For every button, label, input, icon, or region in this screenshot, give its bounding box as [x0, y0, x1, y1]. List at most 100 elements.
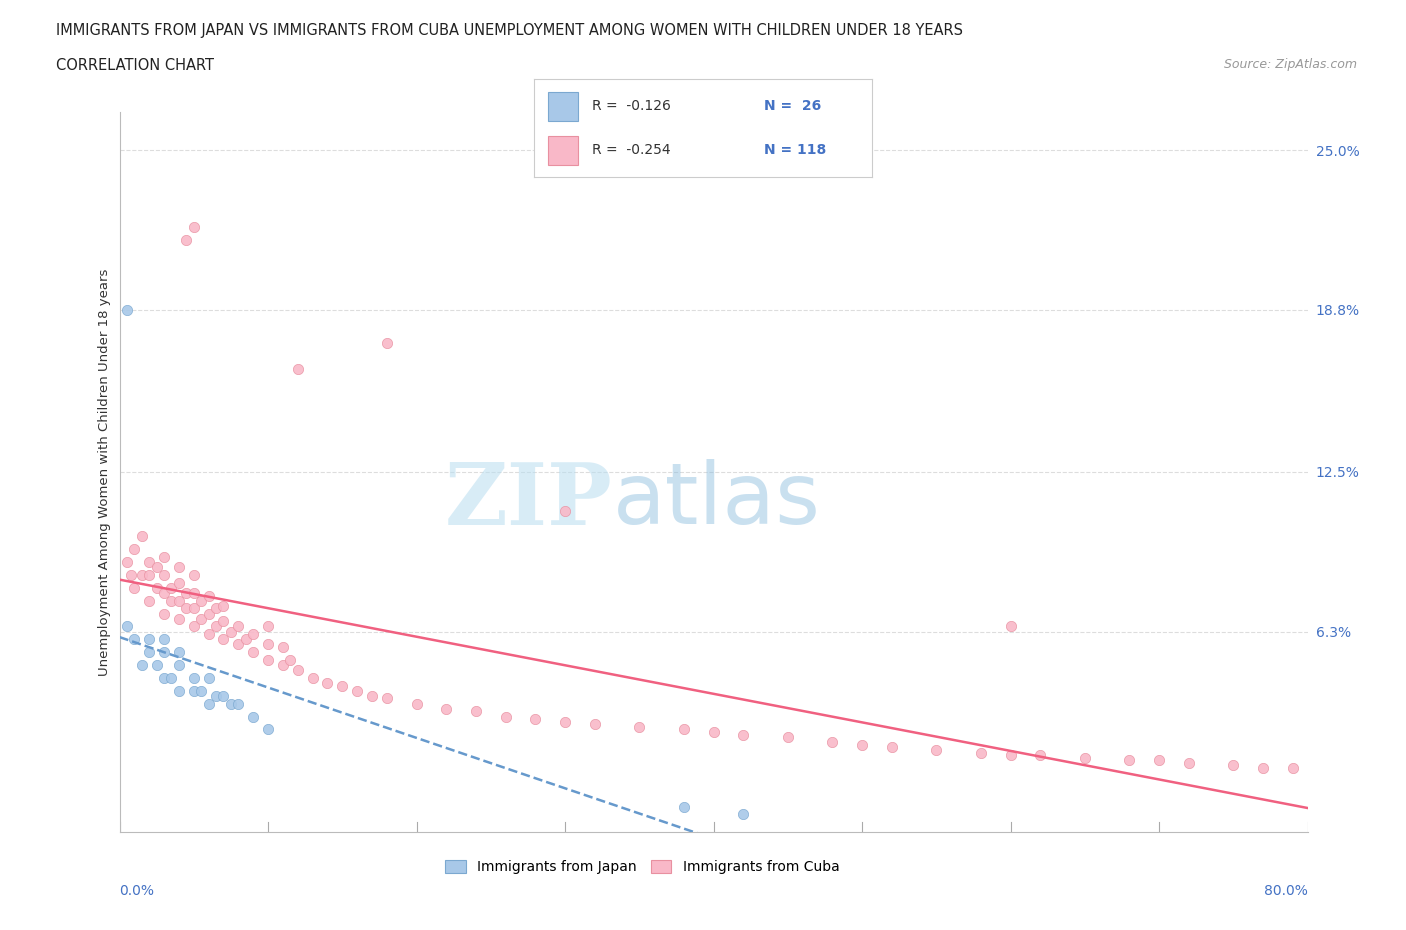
Point — [672, 722, 695, 737]
Point — [183, 220, 205, 235]
Point — [197, 588, 219, 603]
Point — [583, 717, 606, 732]
Point — [124, 542, 146, 557]
Text: N =  26: N = 26 — [763, 100, 821, 113]
Point — [153, 671, 176, 685]
Point — [219, 697, 242, 711]
Point — [316, 675, 339, 690]
Point — [212, 631, 235, 646]
Point — [242, 627, 264, 642]
Point — [131, 658, 153, 672]
Point — [970, 745, 993, 760]
Point — [1178, 755, 1201, 770]
Point — [346, 684, 368, 698]
Point — [1029, 748, 1052, 763]
Point — [124, 631, 146, 646]
Legend: Immigrants from Japan, Immigrants from Cuba: Immigrants from Japan, Immigrants from C… — [440, 854, 845, 880]
Point — [375, 691, 398, 706]
Text: IMMIGRANTS FROM JAPAN VS IMMIGRANTS FROM CUBA UNEMPLOYMENT AMONG WOMEN WITH CHIL: IMMIGRANTS FROM JAPAN VS IMMIGRANTS FROM… — [56, 23, 963, 38]
Point — [183, 601, 205, 616]
Point — [287, 362, 309, 377]
Point — [228, 637, 250, 652]
Point — [271, 658, 294, 672]
Point — [176, 586, 198, 601]
Point — [167, 611, 190, 626]
Point — [257, 637, 280, 652]
Point — [1251, 761, 1274, 776]
Point — [145, 560, 167, 575]
Point — [190, 611, 212, 626]
Point — [197, 627, 219, 642]
Point — [167, 658, 190, 672]
Point — [167, 644, 190, 659]
Text: ZIP: ZIP — [444, 458, 613, 543]
Point — [176, 232, 198, 247]
Point — [271, 640, 294, 655]
Point — [167, 684, 190, 698]
Point — [160, 580, 183, 595]
Point — [167, 576, 190, 591]
Point — [124, 580, 146, 595]
Point — [228, 619, 250, 634]
Point — [153, 586, 176, 601]
Point — [197, 697, 219, 711]
Point — [160, 593, 183, 608]
Point — [434, 701, 457, 716]
Point — [167, 593, 190, 608]
Point — [160, 671, 183, 685]
Point — [120, 567, 142, 582]
Point — [361, 688, 384, 703]
Point — [1000, 748, 1022, 763]
Bar — [548, 136, 578, 165]
Point — [205, 619, 228, 634]
Point — [235, 631, 257, 646]
Point — [1000, 619, 1022, 634]
Point — [1074, 751, 1097, 765]
Point — [821, 735, 844, 750]
Point — [257, 653, 280, 668]
Point — [301, 671, 323, 685]
Point — [1222, 758, 1244, 773]
Point — [1147, 753, 1170, 768]
Point — [257, 619, 280, 634]
Point — [219, 624, 242, 639]
Point — [242, 709, 264, 724]
Point — [702, 724, 725, 739]
Point — [131, 567, 153, 582]
Point — [205, 688, 228, 703]
Point — [153, 567, 176, 582]
Bar — [548, 92, 578, 121]
Point — [183, 684, 205, 698]
Text: N = 118: N = 118 — [763, 143, 825, 157]
Point — [183, 671, 205, 685]
Text: atlas: atlas — [613, 459, 821, 542]
Point — [153, 644, 176, 659]
Text: 80.0%: 80.0% — [1264, 884, 1308, 897]
Point — [138, 567, 160, 582]
Point — [405, 697, 427, 711]
Point — [851, 737, 873, 752]
Point — [330, 678, 353, 693]
Point — [153, 606, 176, 621]
Point — [1118, 753, 1140, 768]
Point — [197, 606, 219, 621]
Point — [776, 730, 799, 745]
Point — [733, 727, 755, 742]
Point — [167, 560, 190, 575]
Point — [176, 601, 198, 616]
Point — [524, 711, 547, 726]
Point — [554, 503, 576, 518]
Point — [115, 554, 138, 569]
Point — [190, 593, 212, 608]
Point — [375, 336, 398, 351]
Text: R =  -0.126: R = -0.126 — [592, 100, 671, 113]
Point — [212, 614, 235, 629]
Point — [212, 598, 235, 613]
Point — [733, 807, 755, 822]
Point — [212, 688, 235, 703]
Point — [153, 631, 176, 646]
Point — [115, 619, 138, 634]
Point — [1281, 761, 1303, 776]
Point — [145, 580, 167, 595]
Point — [183, 586, 205, 601]
